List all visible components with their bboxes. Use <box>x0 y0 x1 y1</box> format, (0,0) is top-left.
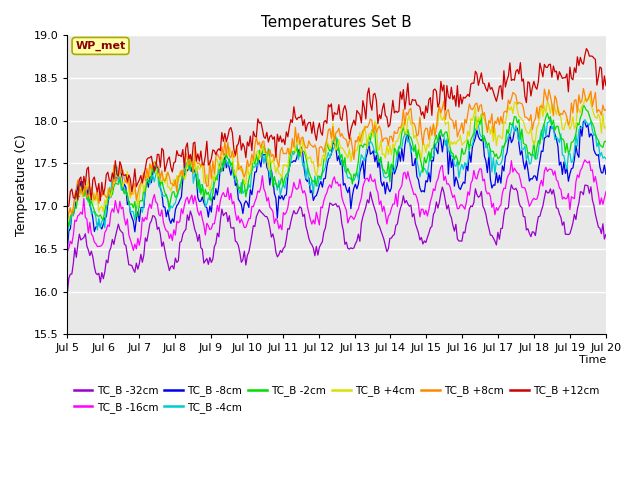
Legend: TC_B -32cm, TC_B -16cm, TC_B -8cm, TC_B -4cm, TC_B -2cm, TC_B +4cm, TC_B +8cm, T: TC_B -32cm, TC_B -16cm, TC_B -8cm, TC_B … <box>70 381 604 417</box>
Text: WP_met: WP_met <box>76 41 125 51</box>
Title: Temperatures Set B: Temperatures Set B <box>261 15 412 30</box>
Y-axis label: Temperature (C): Temperature (C) <box>15 134 28 236</box>
X-axis label: Time: Time <box>579 355 606 365</box>
